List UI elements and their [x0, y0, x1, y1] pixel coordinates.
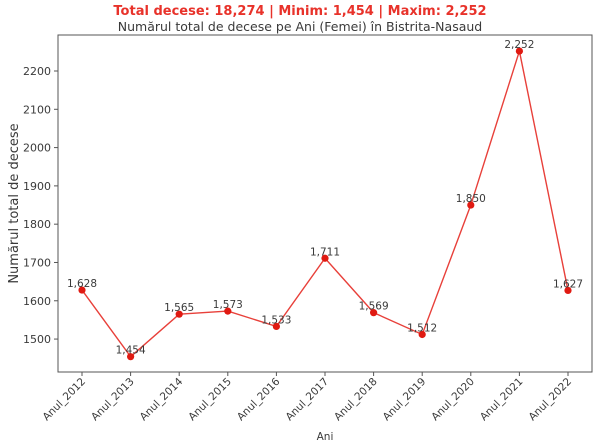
y-tick-label: 1700 [23, 256, 51, 269]
y-tick-label: 2100 [23, 103, 51, 116]
data-label: 1,454 [116, 345, 146, 357]
x-tick-label: Anul_2020 [429, 376, 477, 424]
data-label: 1,569 [359, 301, 389, 313]
data-point [515, 47, 524, 55]
x-tick-label: Anul_2014 [138, 375, 186, 423]
data-point [224, 307, 232, 315]
chart-summary: Total decese: 18,274 | Minim: 1,454 | Ma… [113, 4, 487, 19]
x-tick-label: Anul_2013 [89, 376, 137, 424]
y-tick-label: 2200 [23, 65, 51, 78]
data-point [127, 353, 135, 361]
data-label: 1,850 [456, 193, 486, 205]
y-tick-label: 1500 [23, 333, 51, 346]
y-axis-label: Numărul total de decese [7, 123, 22, 283]
x-tick-label: Anul_2012 [40, 376, 88, 424]
data-point [467, 201, 475, 209]
data-label: 2,252 [504, 39, 534, 51]
data-point [321, 254, 329, 262]
y-tick-label: 1900 [23, 180, 51, 193]
data-label: 1,627 [553, 278, 583, 290]
data-label: 1,565 [164, 302, 194, 314]
plot-frame [57, 34, 593, 373]
x-tick-label: Anul_2015 [186, 376, 234, 424]
data-point [175, 310, 183, 318]
data-point [272, 322, 280, 331]
x-tick-label: Anul_2016 [235, 375, 283, 423]
data-point [418, 330, 426, 339]
series-line [81, 48, 569, 358]
data-label: 1,512 [407, 322, 437, 334]
data-point [370, 309, 378, 317]
data-label: 1,533 [261, 314, 291, 326]
y-tick-label: 1600 [23, 295, 51, 308]
x-tick-label: Anul_2018 [332, 376, 380, 424]
data-label: 1,628 [67, 278, 97, 290]
data-label: 1,573 [213, 299, 243, 311]
data-point [78, 286, 86, 294]
x-axis-label: Ani [317, 431, 334, 443]
data-point [564, 286, 572, 295]
data-label: 1,711 [310, 246, 340, 258]
x-tick-label: Anul_2019 [381, 376, 429, 424]
x-tick-label: Anul_2022 [526, 376, 574, 424]
x-tick-label: Anul_2017 [283, 376, 331, 424]
y-tick-label: 1800 [23, 218, 51, 231]
y-tick-label: 2000 [23, 142, 51, 155]
chart-title: Numărul total de decese pe Ani (Femei) î… [117, 19, 483, 34]
x-tick-label: Anul_2021 [478, 376, 526, 424]
